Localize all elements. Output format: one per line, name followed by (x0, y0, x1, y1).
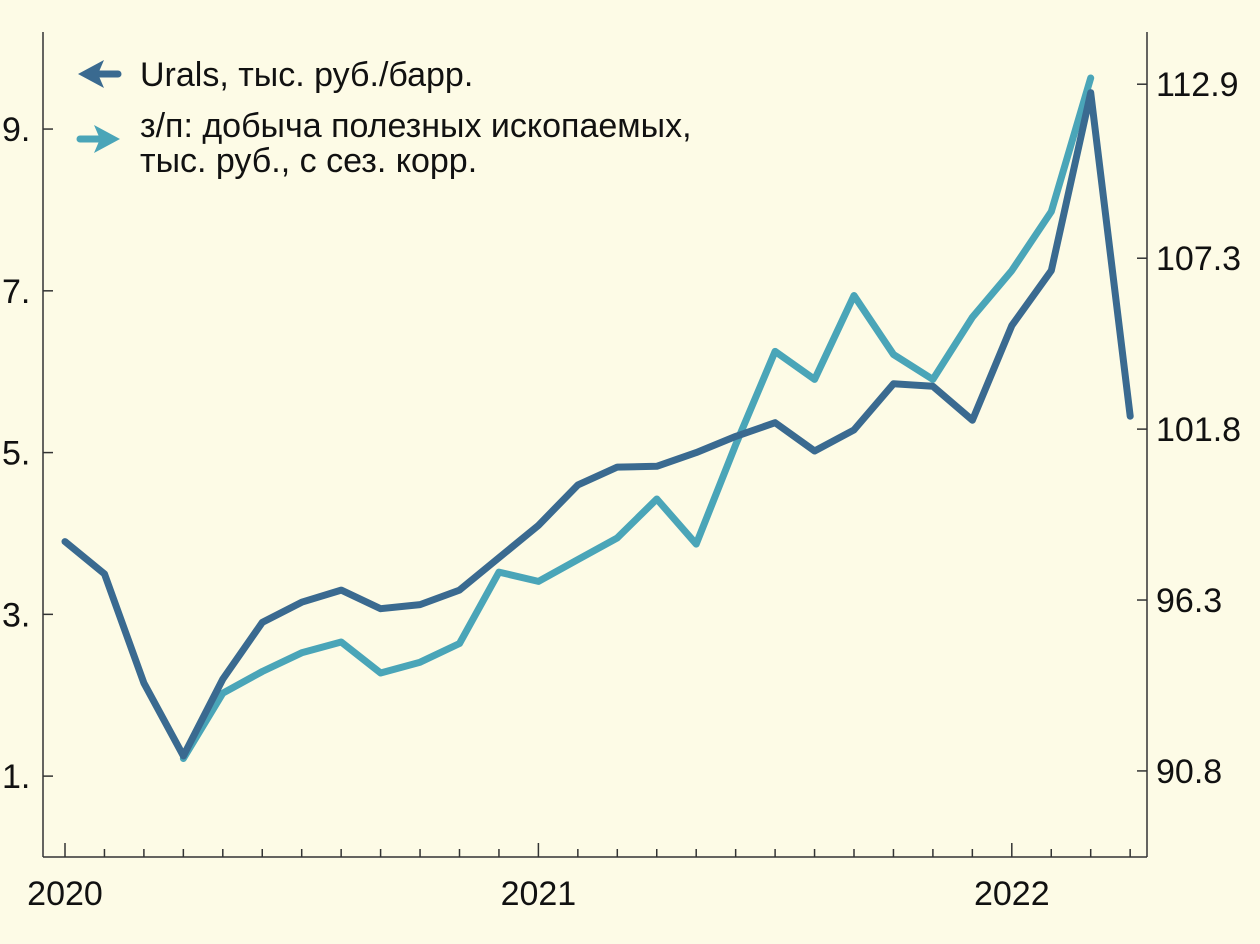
x-tick-label: 2022 (974, 875, 1050, 913)
left-tick-label: 9. (2, 111, 30, 149)
x-tick-label: 2021 (501, 875, 577, 913)
right-tick-label: 101.8 (1156, 411, 1241, 449)
legend-label-wage-line2: тыс. руб., с сез. корр. (140, 142, 477, 180)
left-tick-label: 5. (2, 435, 30, 473)
right-tick-label: 107.3 (1156, 240, 1241, 278)
series-line-urals (61, 89, 1134, 760)
legend-arrow-wage-icon (76, 125, 120, 153)
left-tick-label: 1. (2, 758, 30, 796)
right-tick-label: 112.9 (1156, 66, 1239, 104)
right-axis-ticks: 90.8 96.3 101.8 107.3 112.9 (1137, 66, 1241, 791)
legend-label-wage-line1: з/п: добыча полезных ископаемых, (140, 107, 692, 145)
left-tick-label: 3. (2, 596, 30, 634)
left-axis-ticks: 1. 3. 5. 7. 9. (2, 111, 53, 796)
legend: Urals, тыс. руб./барр. з/п: добыча полез… (76, 56, 692, 180)
legend-arrow-urals-icon (78, 60, 122, 88)
left-tick-label: 7. (2, 273, 30, 311)
x-tick-label: 2020 (27, 875, 103, 913)
legend-label-urals: Urals, тыс. руб./барр. (140, 56, 473, 94)
right-tick-label: 96.3 (1156, 582, 1222, 620)
right-tick-label: 90.8 (1156, 753, 1222, 791)
series-line-wage (179, 74, 1095, 762)
x-axis-ticks: 2020 2021 2022 (27, 843, 1131, 913)
